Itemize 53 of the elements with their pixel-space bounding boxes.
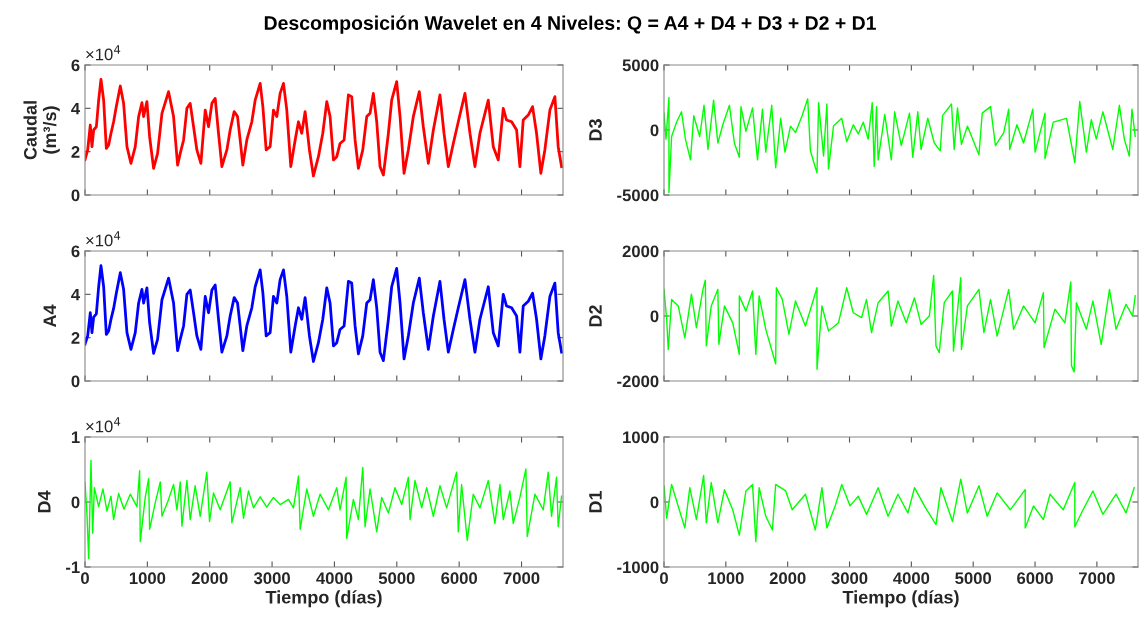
text: ×10$^{4}$ (86, 231, 121, 247)
x-tick-label: 6000 (441, 572, 478, 585)
y-tick-label: 0 (650, 124, 659, 137)
line-series (664, 274, 1136, 373)
y-tick-label: -1000 (617, 561, 659, 574)
chart-title: Descomposición Wavelet en 4 Niveles: Q = A4 + D4 + D3 + D2 + D1 (264, 15, 876, 34)
y-tick-label: 4 (71, 288, 81, 301)
y-axis-title: A4 (43, 304, 57, 328)
y-tick-label: 5000 (622, 59, 659, 72)
y-tick-label: 2000 (622, 245, 659, 258)
y-tick-label: 0 (71, 189, 80, 202)
y-axis-title: Caudal (m³/s) (23, 101, 60, 160)
y-tick-label: 2 (71, 146, 80, 158)
x-tick-label: 1000 (708, 572, 744, 585)
y-tick-label: 6 (71, 245, 80, 258)
line-series (85, 77, 563, 178)
y-axis-title: D4 (38, 490, 51, 513)
y-tick-label: 1000 (623, 431, 659, 444)
x-tick-label: 5000 (378, 572, 415, 585)
y-axis-title: D2 (589, 305, 602, 327)
x-tick-label: 2000 (769, 572, 806, 585)
y-tick-label: 1 (71, 431, 80, 444)
y-axis-title: D3 (589, 119, 602, 141)
x-axis-title: Tiempo (días) (265, 590, 382, 608)
x-tick-label: 0 (81, 572, 89, 585)
y-tick-label: -2000 (617, 375, 659, 388)
line-series (85, 264, 563, 363)
y-tick-label: 0 (650, 496, 659, 509)
y-tick-label: 6 (71, 59, 80, 72)
line-series (664, 474, 1135, 543)
x-tick-label: 7000 (1079, 572, 1115, 585)
x-tick-label: 6000 (1017, 572, 1053, 585)
y-tick-label: 0 (71, 375, 80, 388)
y-axis-title: D1 (589, 490, 602, 513)
line-series (85, 459, 563, 560)
y-tick-label: 0 (650, 310, 659, 323)
x-tick-label: 4000 (316, 572, 353, 585)
y-tick-label: 2 (71, 332, 80, 344)
y-tick-label: -5000 (617, 189, 659, 202)
x-tick-label: 0 (660, 572, 668, 585)
x-tick-label: 5000 (955, 572, 992, 585)
x-tick-label: 2000 (191, 572, 228, 585)
x-axis-title: Tiempo (días) (842, 590, 959, 608)
x-tick-label: 7000 (503, 572, 540, 585)
text: ×10$^{4}$ (86, 417, 121, 433)
x-tick-label: 4000 (893, 572, 930, 585)
text: ×10$^{4}$ (86, 45, 121, 61)
y-tick-label: 0 (71, 496, 80, 509)
y-tick-label: 4 (71, 102, 81, 115)
x-tick-label: 3000 (831, 572, 868, 585)
x-tick-label: 1000 (129, 572, 166, 585)
x-tick-label: 3000 (253, 572, 290, 585)
y-tick-label: -1 (65, 561, 80, 574)
